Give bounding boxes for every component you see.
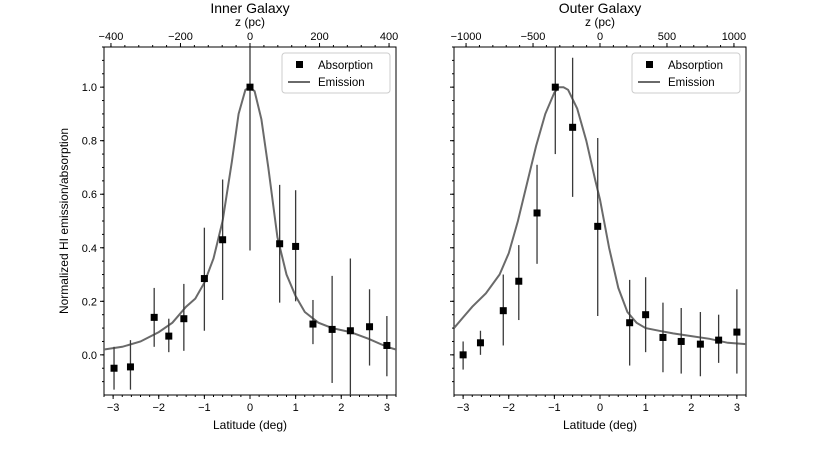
y-tick-label: 0.0 (82, 350, 97, 362)
x-tick-label: −1 (198, 402, 211, 414)
top-x-tick-label: −500 (521, 31, 546, 43)
top-x-tick-label: 0 (247, 31, 253, 43)
y-tick-label: 0.4 (82, 243, 97, 255)
absorption-point (328, 325, 336, 333)
absorption-point (366, 323, 374, 331)
top-x-tick-label: −400 (99, 31, 124, 43)
absorption-point (346, 327, 354, 335)
y-axis-label: Normalized HI emission/absorption (57, 128, 71, 314)
y-tick-label: 1.0 (82, 82, 97, 94)
absorption-point (677, 337, 685, 345)
absorption-point (383, 341, 391, 349)
x-tick-label: −1 (548, 402, 561, 414)
inner-galaxy-panel: −3 −2 −1 0 1 2 3 −400 −200 0 200 400 0.0 0.2 0.4 0.6 0.8… (57, 0, 398, 432)
absorption-point (594, 222, 602, 230)
plot-area (104, 47, 396, 395)
absorption-point (110, 364, 118, 372)
absorption-point (276, 240, 284, 248)
absorption-point (551, 83, 559, 91)
legend-emission-label: Emission (318, 77, 365, 89)
x-tick-label: −3 (457, 402, 470, 414)
absorption-point (626, 319, 634, 327)
x-tick-label: 3 (384, 402, 390, 414)
absorption-point (246, 83, 254, 91)
panel-title: Outer Galaxy (559, 0, 641, 16)
absorption-point (459, 351, 467, 359)
top-x-tick-label: −200 (168, 31, 193, 43)
absorption-point (150, 313, 158, 321)
emission-line (454, 86, 746, 346)
absorption-point (476, 339, 484, 347)
absorption-point (309, 320, 317, 328)
absorption-point (499, 307, 507, 315)
top-x-tick-label: 1000 (722, 31, 746, 43)
x-tick-label: 1 (643, 402, 649, 414)
legend-absorption-label: Absorption (668, 60, 723, 72)
legend: Absorption Emission (281, 52, 391, 94)
absorption-point (219, 236, 227, 244)
outer-galaxy-panel: −3 −2 −1 0 1 2 3 −1000 −500 0 500 1000 Latitude (deg… (450, 0, 747, 432)
legend-absorption-marker (646, 61, 653, 68)
x-axis-label: Latitude (deg) (213, 418, 287, 432)
x-tick-label: 0 (597, 402, 603, 414)
absorption-point (515, 277, 523, 285)
plot-area (454, 47, 746, 377)
top-x-axis-label: z (pc) (585, 15, 615, 29)
top-x-tick-label: −1000 (451, 31, 482, 43)
top-x-tick-label: 500 (658, 31, 676, 43)
y-tick-label: 0.2 (82, 296, 97, 308)
absorption-point (715, 336, 723, 344)
absorption-point (533, 209, 541, 217)
panel-title: Inner Galaxy (210, 0, 289, 16)
top-x-tick-label: 200 (310, 31, 328, 43)
legend-absorption-marker (296, 61, 303, 68)
y-tick-label: 0.8 (82, 136, 97, 148)
absorption-point (165, 332, 173, 340)
x-tick-label: 3 (734, 402, 740, 414)
absorption-point (569, 123, 577, 131)
x-tick-label: −3 (107, 402, 120, 414)
x-tick-label: 2 (688, 402, 694, 414)
absorption-point (696, 340, 704, 348)
legend-emission-label: Emission (668, 77, 715, 89)
legend-absorption-label: Absorption (318, 60, 373, 72)
absorption-point (659, 333, 667, 341)
top-x-tick-label: 400 (380, 31, 398, 43)
absorption-point (200, 275, 208, 283)
absorption-point (642, 311, 650, 319)
top-x-axis-label: z (pc) (235, 15, 265, 29)
absorption-point (180, 315, 188, 323)
x-tick-label: 1 (293, 402, 299, 414)
x-tick-label: 2 (338, 402, 344, 414)
absorption-point (733, 328, 741, 336)
x-tick-label: −2 (502, 402, 515, 414)
top-x-tick-label: 0 (597, 31, 603, 43)
absorption-point (292, 242, 300, 250)
x-tick-label: 0 (247, 402, 253, 414)
x-tick-label: −2 (152, 402, 165, 414)
absorption-point (126, 363, 134, 371)
legend: Absorption Emission (631, 52, 741, 94)
x-axis-label: Latitude (deg) (563, 418, 637, 432)
y-tick-label: 0.6 (82, 189, 97, 201)
